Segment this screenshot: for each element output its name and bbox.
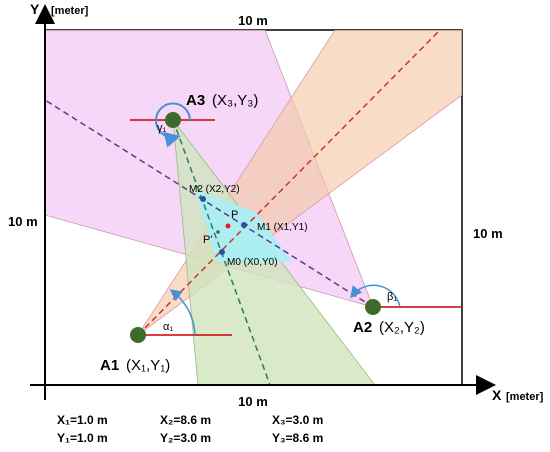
anchor-a3 — [165, 112, 181, 128]
angle-label: α₁ — [163, 321, 173, 333]
coordinate: Y₃=8.6 m — [272, 431, 323, 445]
dimension-left: 10 m — [8, 214, 38, 229]
point-label: P — [231, 209, 238, 221]
point-p-prime — [216, 230, 220, 234]
point-label: M1 (X1,Y1) — [257, 222, 308, 233]
angle-label: γ₁ — [157, 122, 167, 134]
coordinate: X₂=8.6 m — [160, 413, 211, 427]
coordinate: X₃=3.0 m — [272, 413, 323, 427]
coordinate: X₁=1.0 m — [57, 413, 108, 427]
coverage-cones — [45, 30, 462, 385]
coordinate: Y₁=1.0 m — [57, 431, 108, 445]
y-axis-unit: [meter] — [51, 5, 89, 17]
anchor-a2 — [365, 299, 381, 315]
point-label: M2 (X2,Y2) — [189, 184, 240, 195]
point-m1 — [241, 222, 247, 228]
bearing-a2 — [45, 99, 374, 308]
angle-arc-a3 — [155, 102, 191, 148]
dimension-bottom: 10 m — [238, 394, 268, 409]
point-label: M0 (X0,Y0) — [227, 257, 278, 268]
anchor-coords: (X₃,Y₃) — [212, 92, 258, 109]
anchor-name: A2 — [353, 319, 372, 336]
angle-label: β₁ — [387, 291, 397, 303]
point-m2 — [200, 196, 206, 202]
anchor-name: A1 — [100, 357, 119, 374]
x-axis-unit: [meter] — [506, 391, 544, 403]
x-axis-label: X — [492, 387, 502, 403]
anchor-name: A3 — [186, 92, 205, 109]
y-axis-label: Y — [30, 1, 40, 17]
anchor-coords: (X₂,Y₂) — [379, 319, 425, 336]
point-m0 — [219, 249, 225, 255]
anchor-a1 — [130, 327, 146, 343]
anchor-coords: (X₁,Y₁) — [126, 357, 170, 374]
dimension-right: 10 m — [473, 226, 503, 241]
angle-arc-a2 — [350, 284, 401, 308]
bearing-a1 — [137, 30, 441, 336]
angle-arc-a1 — [169, 289, 196, 336]
point-p — [225, 223, 231, 229]
coordinate: Y₂=3.0 m — [160, 431, 211, 445]
dimension-top: 10 m — [238, 13, 268, 28]
point-label: P' — [203, 234, 212, 246]
